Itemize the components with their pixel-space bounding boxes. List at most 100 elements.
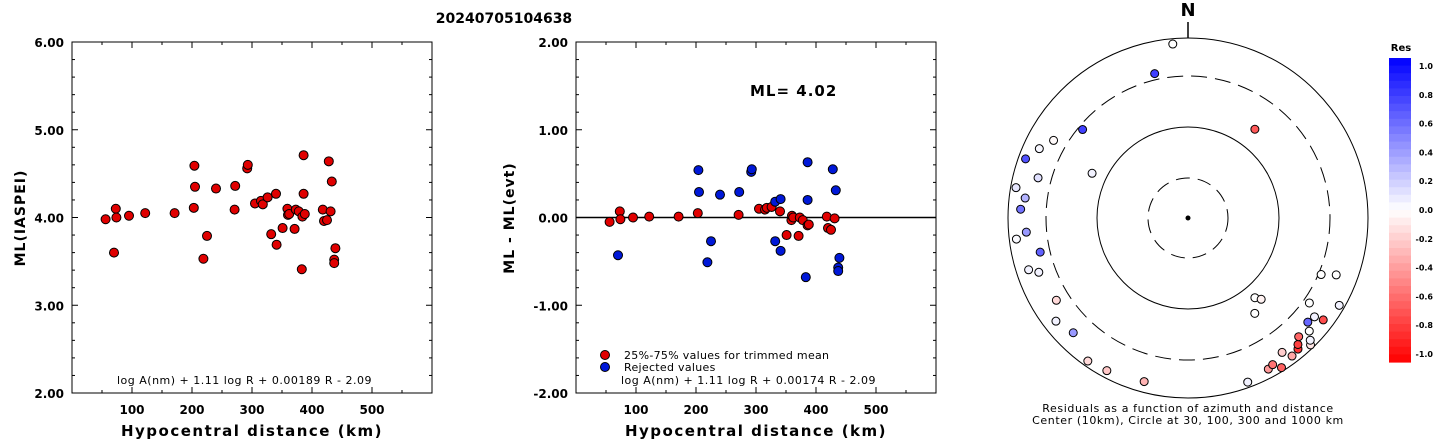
data-point	[604, 216, 615, 227]
x-axis-label: Hypocentral distance (km)	[121, 422, 383, 440]
station-point	[1020, 193, 1030, 203]
data-point	[628, 212, 638, 223]
data-point	[775, 245, 786, 256]
colorbar-cell	[1389, 141, 1411, 150]
y-tick-label: 4.00	[34, 212, 64, 226]
station-point	[1021, 154, 1031, 164]
station-point	[1243, 377, 1253, 387]
colorbar-cell	[1389, 179, 1411, 188]
colorbar-tick-label: 0.2	[1419, 177, 1433, 186]
caption-line-1: Residuals as a function of azimuth and d…	[1042, 402, 1333, 415]
data-point	[110, 203, 121, 214]
ml-annotation: ML= 4.02	[750, 82, 837, 100]
station-point	[1035, 247, 1045, 257]
data-point	[289, 223, 300, 234]
colorbar-cell	[1389, 126, 1411, 135]
colorbar-tick-label: -0.2	[1416, 235, 1434, 244]
station-point	[1150, 69, 1160, 79]
panel-ml-vs-distance: 2.00 3.00 4.00 5.00 6.00 100 200 300 400 500 ML(I…	[13, 36, 433, 440]
colorbar-cell	[1389, 270, 1411, 279]
data-point	[100, 214, 111, 225]
station-point	[1276, 363, 1286, 373]
data-point	[298, 188, 309, 199]
x-tick-label: 200	[683, 403, 708, 417]
colorbar-cell	[1389, 149, 1411, 158]
formula-label: log A(nm) + 1.11 log R + 0.00189 R - 2.0…	[117, 374, 372, 387]
data-point	[189, 160, 200, 171]
station-point	[1318, 315, 1328, 325]
colorbar-cell	[1389, 80, 1411, 89]
colorbar-cell	[1389, 293, 1411, 302]
y-axis-label: ML(IASPEI)	[13, 170, 29, 267]
data-point	[793, 230, 804, 241]
data-point	[296, 264, 307, 275]
station-point	[1078, 125, 1088, 135]
colorbar-cell	[1389, 156, 1411, 165]
colorbar-cell	[1389, 263, 1411, 272]
x-tick-label: 100	[119, 403, 144, 417]
data-point	[271, 188, 281, 199]
caption-line-2: Center (10km), Circle at 30, 100, 300 an…	[1032, 414, 1344, 427]
ring-1000km	[1007, 37, 1369, 399]
data-point	[826, 224, 836, 235]
data-point	[299, 208, 310, 219]
residual-colorbar: Res 1.0 0.8 0.6 0.4 0.2 0.0 -0.2 -0.4 -0.6 -0.8 -1…	[1389, 43, 1433, 363]
station-point	[1083, 356, 1093, 366]
x-tick-label: 100	[623, 403, 648, 417]
colorbar-tick-label: -0.4	[1416, 264, 1434, 273]
colorbar-cell	[1389, 331, 1411, 340]
station-point	[1277, 347, 1287, 357]
data-point	[257, 199, 268, 210]
data-point	[673, 211, 684, 222]
data-point	[802, 157, 813, 168]
data-point	[229, 204, 240, 215]
x-tick-label: 500	[359, 403, 384, 417]
data-point	[746, 164, 757, 175]
station-point	[1034, 144, 1044, 154]
colorbar-cell	[1389, 339, 1411, 348]
x-tick-label: 400	[299, 403, 324, 417]
colorbar-cells	[1389, 58, 1411, 363]
station-point	[1331, 270, 1341, 280]
colorbar-cell	[1389, 232, 1411, 241]
x-axis-label: Hypocentral distance (km)	[625, 422, 887, 440]
legend-marker-trimmed	[600, 350, 610, 360]
data-point	[694, 187, 704, 198]
y-tick-label: 0.00	[538, 212, 568, 226]
colorbar-cell	[1389, 134, 1411, 143]
colorbar-cell	[1389, 65, 1411, 74]
data-point	[266, 229, 277, 240]
station-point	[1139, 377, 1149, 387]
colorbar-cell	[1389, 88, 1411, 97]
x-tick-label: 300	[239, 403, 264, 417]
y-tick-label: 1.00	[538, 124, 568, 138]
colorbar-tick-label: 1.0	[1419, 62, 1434, 71]
data-point	[230, 180, 241, 191]
colorbar-cell	[1389, 324, 1411, 333]
data-points	[604, 157, 845, 283]
station-point	[1087, 168, 1097, 178]
data-point	[330, 243, 341, 254]
station-point	[1316, 270, 1326, 280]
colorbar-cell	[1389, 202, 1411, 211]
ring-100km	[1096, 126, 1280, 310]
station-point	[1256, 294, 1266, 304]
colorbar-cell	[1389, 194, 1411, 203]
station-point	[1011, 234, 1021, 244]
data-point	[692, 208, 703, 219]
colorbar-cell	[1389, 248, 1411, 257]
data-point	[800, 272, 811, 283]
colorbar-cell	[1389, 278, 1411, 287]
data-point	[613, 250, 623, 261]
ring-300km	[1045, 75, 1331, 361]
y-axis-label: ML - ML(evt)	[502, 162, 518, 273]
station-point	[1309, 312, 1319, 322]
data-point	[770, 236, 781, 247]
data-point	[262, 192, 273, 203]
colorbar-cell	[1389, 240, 1411, 249]
y-tick-label: 3.00	[34, 299, 64, 313]
station-point	[1268, 360, 1278, 370]
colorbar-cell	[1389, 164, 1411, 173]
legend-label-rejected: Rejected values	[624, 361, 716, 374]
y-tick-label: 6.00	[34, 36, 64, 50]
